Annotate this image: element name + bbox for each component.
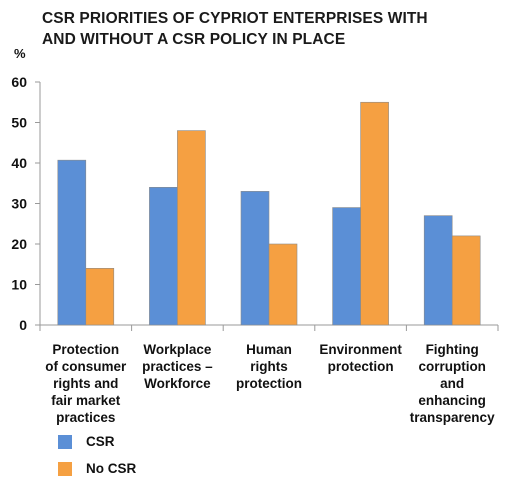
x-category-label-line: enhancing (418, 393, 486, 408)
x-category-label-line: protection (327, 359, 394, 374)
y-axis-unit-label: % (14, 46, 26, 61)
bar-no-csr (177, 130, 206, 326)
x-category-label-line: practices – (142, 359, 213, 374)
x-category-label-line: rights and (53, 376, 119, 391)
x-category-label: Protection of consumer rights and fair mark… (38, 341, 134, 426)
x-category-label-line: Workplace (143, 342, 212, 357)
y-tick-label: 30 (11, 196, 27, 212)
chart-title-line-1: CSR PRIORITIES OF CYPRIOT ENTERPRISES WI… (42, 10, 428, 27)
bar-csr (332, 207, 361, 326)
bar-csr (149, 187, 178, 326)
legend-swatch (58, 462, 72, 476)
bar-csr (57, 159, 87, 326)
legend-swatch (58, 435, 72, 449)
x-category-label-line: Fighting (425, 342, 479, 357)
x-category-label-line: fair market (51, 393, 121, 408)
x-category-label-line: Protection (52, 342, 120, 357)
x-category-label-line: practices (56, 410, 116, 425)
x-category-label-line: Workforce (144, 376, 211, 391)
x-category-label-line: corruption (418, 359, 486, 374)
bar-no-csr (268, 243, 298, 326)
chart-title: CSR PRIORITIES OF CYPRIOT ENTERPRISES WI… (42, 8, 502, 50)
x-category-label-line: and (440, 376, 465, 391)
x-category-label: Fighting corruption and enhancing transparen… (404, 341, 500, 426)
y-tick-label: 50 (11, 115, 27, 131)
bar-no-csr (85, 267, 115, 326)
x-category-label-line: Human (246, 342, 292, 357)
legend-label: CSR (86, 434, 115, 449)
y-tick-label: 20 (11, 236, 27, 252)
legend-label: No CSR (86, 461, 137, 476)
bar-csr (423, 215, 453, 326)
x-category-label-line: protection (236, 376, 302, 391)
x-category-label: Workplace practices – Workforce (129, 341, 225, 392)
y-tick-label: 0 (19, 317, 27, 333)
x-category-label-line: of consumer (45, 359, 127, 374)
x-category-label: Environment protection (313, 341, 409, 375)
x-category-label: Human rights protection (221, 341, 317, 392)
chart-title-line-2: AND WITHOUT A CSR POLICY IN PLACE (42, 31, 346, 48)
y-tick-label: 60 (11, 74, 27, 90)
bar-no-csr (451, 235, 481, 326)
x-category-label-line: Environment (319, 342, 402, 357)
bar-csr (240, 191, 270, 326)
x-category-label-line: rights (250, 359, 288, 374)
x-category-label-line: transparency (409, 410, 495, 425)
bar-no-csr (360, 101, 389, 326)
y-tick-label: 10 (11, 277, 27, 293)
y-tick-label: 40 (11, 155, 27, 171)
